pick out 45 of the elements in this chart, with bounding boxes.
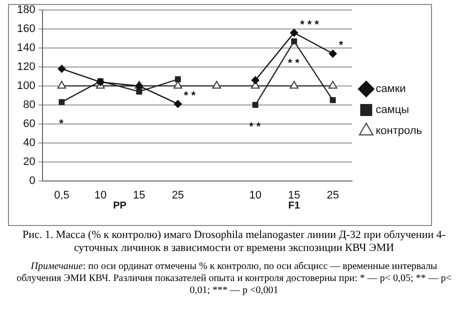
data-label: ** (184, 90, 198, 102)
y-tick-label: 20 (23, 156, 36, 168)
legend-label: самцы (376, 104, 410, 116)
data-label: ** (288, 57, 302, 70)
y-tick-label: 0 (29, 174, 36, 187)
x-tick-label: 15 (288, 189, 300, 202)
text: Примечание: по оси ординат отмечены % к контролю, по оси абсцисс — временные интервалы облучения ЭМИ КВЧ. Различия показателей опыта и контроля достоверны при: * — p< 0,05; ** — p< 0,01; *** — p <0,001 (16, 261, 452, 297)
y-tick-label: 140 (16, 42, 36, 54)
x-tick-label: 10 (249, 189, 262, 202)
point (57, 80, 66, 89)
point (290, 28, 298, 37)
point (136, 88, 142, 95)
y-tick-label: 40 (23, 136, 36, 149)
point (291, 38, 298, 44)
point (328, 80, 338, 89)
point (174, 76, 181, 82)
y-tick-label: 60 (23, 118, 36, 130)
x-tick-label: 0,5 (54, 189, 70, 202)
data-label: * (338, 40, 346, 52)
point (251, 76, 260, 84)
text: PP (113, 200, 127, 212)
text: Рис. 1. Масса (% к контролю) имаго Drosophila melanogaster линии Д-32 при облучении 4-суточных личинок в зависимости от времени экспозиции КВЧ ЭМИ (21, 229, 447, 255)
x-tick-label: 25 (326, 189, 339, 202)
x-tick-label: 10 (94, 189, 107, 202)
y-tick-label: 80 (23, 98, 36, 111)
point (330, 97, 336, 104)
y-tick-label: 100 (16, 80, 36, 92)
text: F1 (288, 200, 300, 212)
point (58, 99, 65, 106)
data-label: * (59, 118, 66, 130)
y-tick-label: 180 (16, 4, 36, 16)
y-tick-label: 160 (16, 23, 36, 36)
point (58, 64, 66, 73)
data-label: *** (300, 18, 322, 31)
legend-label: контроль (376, 125, 422, 138)
data-label: ** (249, 120, 264, 133)
x-tick-label: 25 (172, 189, 184, 202)
point (174, 100, 182, 108)
point (212, 80, 222, 89)
point (328, 50, 337, 58)
legend-label: самки (376, 83, 406, 96)
point (290, 80, 298, 89)
point (252, 102, 258, 108)
x-tick-label: 15 (133, 189, 146, 202)
y-tick-label: 120 (16, 60, 36, 73)
